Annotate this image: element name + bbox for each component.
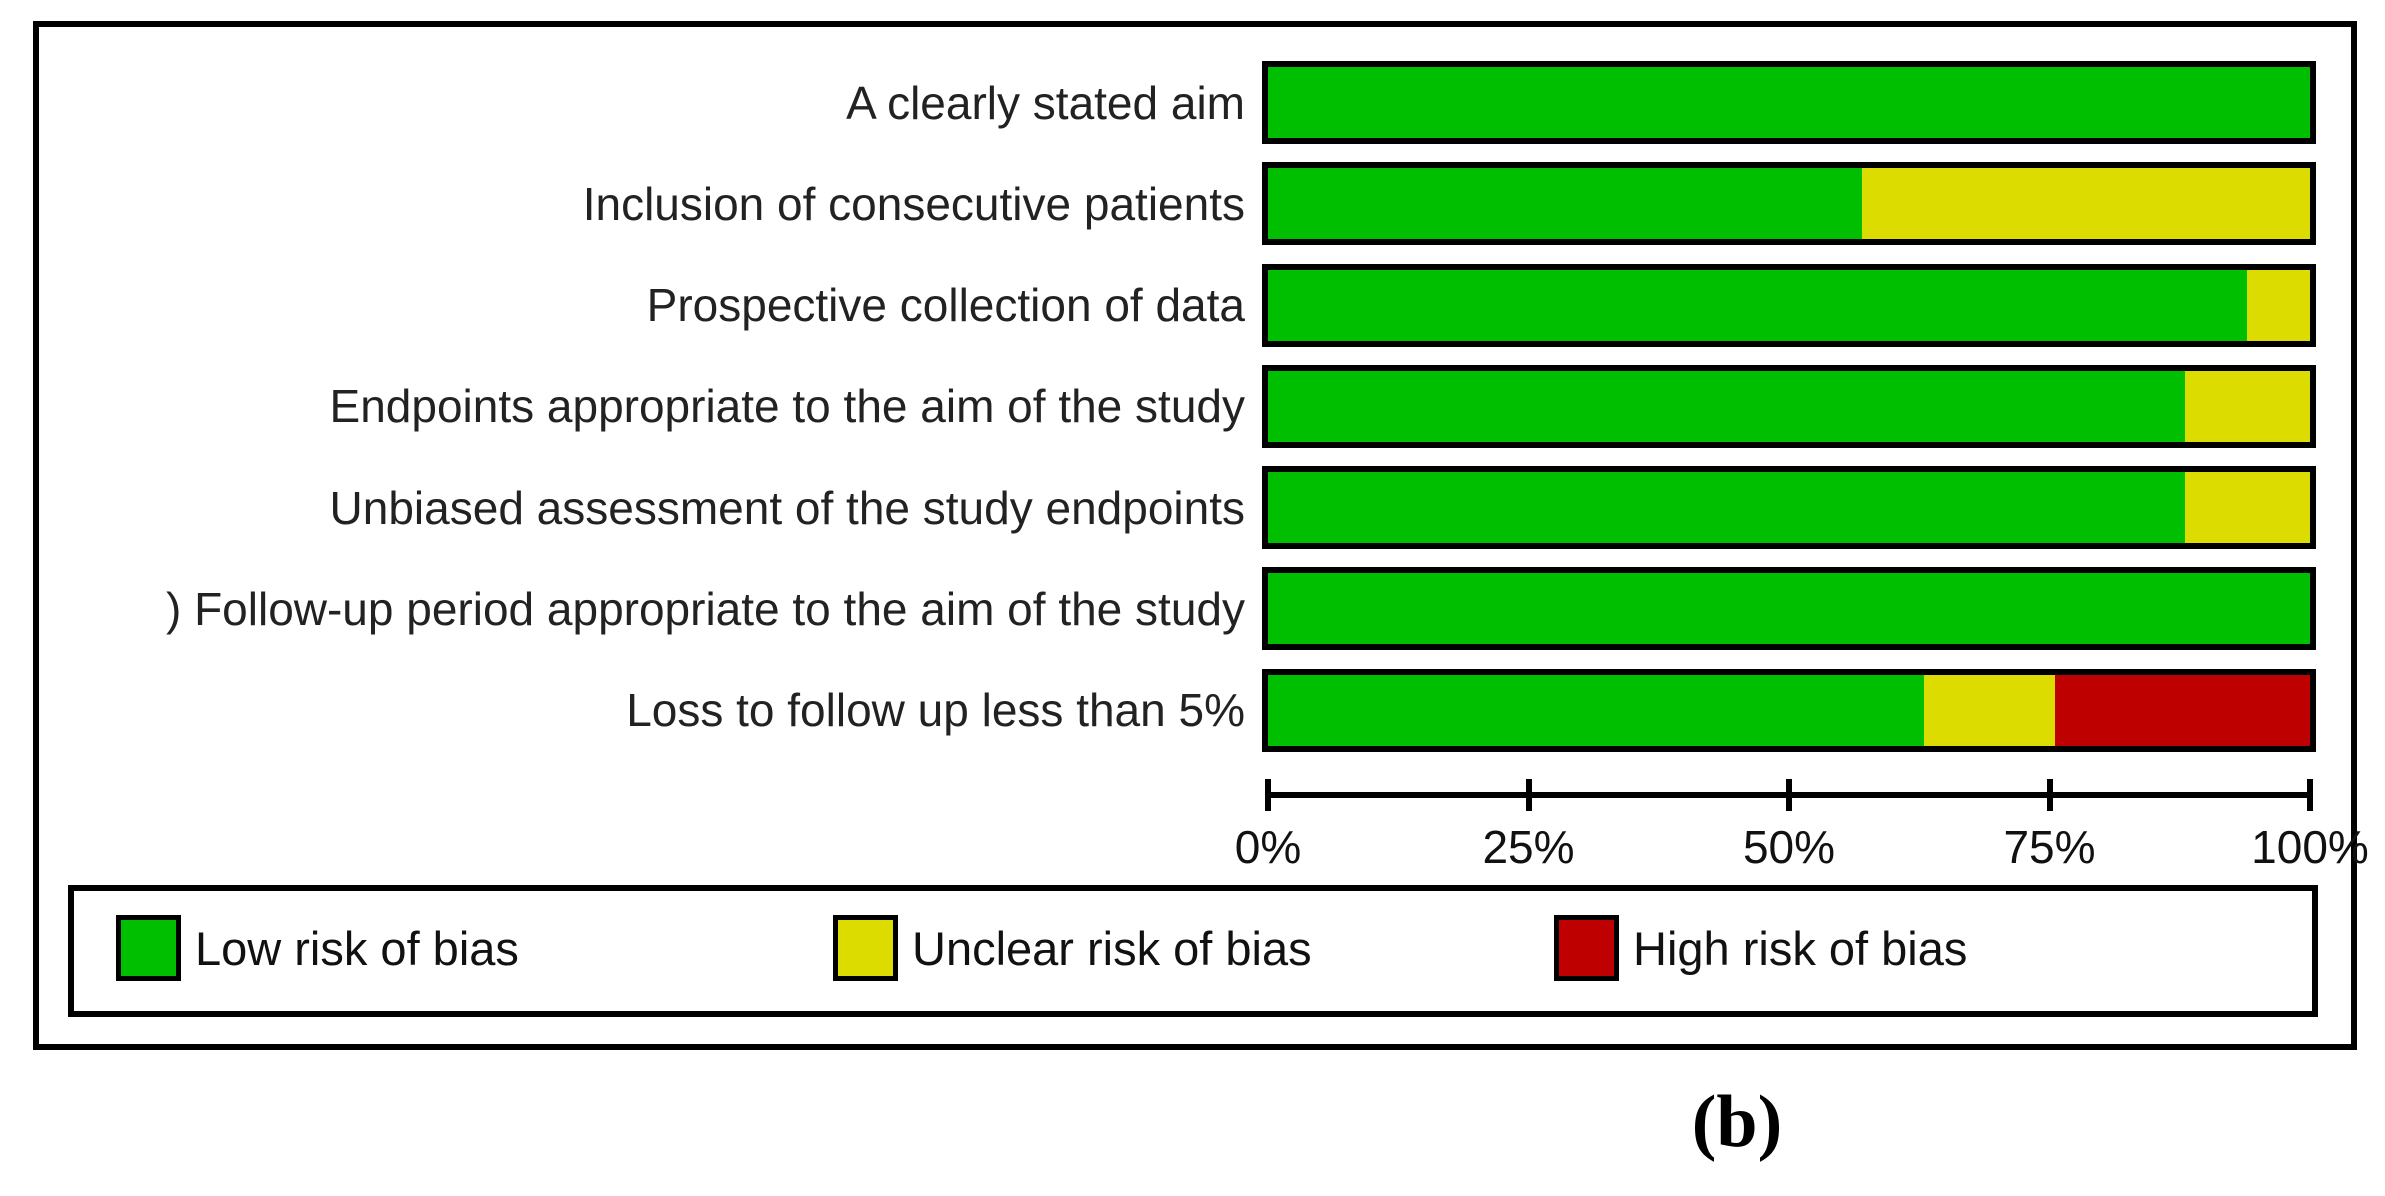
- bar-row: Loss to follow up less than 5%: [39, 668, 2351, 752]
- stacked-bar: [1262, 668, 2316, 752]
- stacked-bar: [1262, 162, 2316, 246]
- category-label: A clearly stated aim: [846, 76, 1245, 129]
- bar-segment-unclear: [1861, 168, 2310, 240]
- unclear-risk-swatch: [833, 915, 898, 981]
- legend-entry-low: Low risk of bias: [116, 915, 519, 981]
- bar-segment-low: [1268, 370, 2185, 442]
- category-label: Prospective collection of data: [646, 279, 1245, 332]
- legend-box: Low risk of bias Unclear risk of bias Hi…: [68, 885, 2318, 1017]
- low-risk-swatch: [116, 915, 181, 981]
- chart-outer-box: A clearly stated aim Inclusion of consecu…: [33, 21, 2369, 1050]
- category-label: Inclusion of consecutive patients: [582, 177, 1245, 230]
- x-axis-tick-label: 75%: [2003, 821, 2096, 873]
- x-axis-tick: [1265, 779, 1271, 811]
- bar-row: Endpoints appropriate to the aim of the …: [39, 364, 2351, 448]
- category-label: Endpoints appropriate to the aim of the …: [329, 380, 1245, 433]
- bar-row: A clearly stated aim: [39, 61, 2351, 144]
- high-risk-swatch: [1554, 915, 1619, 981]
- x-axis-tick: [2046, 779, 2053, 811]
- bar-row: Unbiased assessment of the study endpoin…: [39, 466, 2351, 550]
- category-label: Loss to follow up less than 5%: [626, 684, 1245, 737]
- bar-segment-low: [1268, 67, 2310, 138]
- x-axis-tick-label: 25%: [1482, 821, 1575, 873]
- stacked-bar: [1262, 567, 2316, 651]
- bar-segment-low: [1268, 674, 1925, 746]
- bar-row: Prospective collection of data: [39, 263, 2351, 347]
- legend-entry-high: High risk of bias: [1554, 915, 1967, 981]
- x-axis-tick-label: 0%: [1234, 821, 1302, 873]
- legend-label-high: High risk of bias: [1633, 921, 1968, 975]
- bar-row: Inclusion of consecutive patients: [39, 162, 2351, 246]
- legend-label-low: Low risk of bias: [195, 921, 519, 975]
- bar-segment-unclear: [1924, 674, 2055, 746]
- figure-caption: (b): [1691, 1081, 1783, 1163]
- stacked-bar: [1262, 263, 2316, 347]
- x-axis-tick-label: 100%: [2251, 821, 2369, 873]
- stacked-bar: [1262, 364, 2316, 448]
- x-axis-tick-label: 50%: [1742, 821, 1836, 873]
- bar-segment-low: [1268, 573, 2310, 645]
- legend-label-unclear: Unclear risk of bias: [912, 921, 1312, 975]
- bars-area: A clearly stated aim Inclusion of consecu…: [39, 61, 2351, 770]
- bar-segment-low: [1268, 269, 2248, 341]
- bar-segment-unclear: [2247, 269, 2310, 341]
- x-axis-tick: [1786, 779, 1792, 811]
- category-label: Unbiased assessment of the study endpoin…: [329, 481, 1245, 534]
- stacked-bar: [1262, 61, 2316, 144]
- bar-segment-low: [1268, 168, 1862, 240]
- bar-segment-unclear: [2184, 370, 2310, 442]
- bar-segment-unclear: [2184, 472, 2310, 544]
- bar-segment-low: [1268, 472, 2185, 544]
- legend-entry-unclear: Unclear risk of bias: [833, 915, 1312, 981]
- stacked-bar: [1262, 466, 2316, 550]
- bar-segment-high: [2054, 674, 2310, 746]
- category-label: ) Follow-up period appropriate to the ai…: [165, 582, 1245, 635]
- x-axis-tick: [1525, 779, 1532, 811]
- x-axis-tick: [2307, 779, 2313, 811]
- bar-row: ) Follow-up period appropriate to the ai…: [39, 567, 2351, 651]
